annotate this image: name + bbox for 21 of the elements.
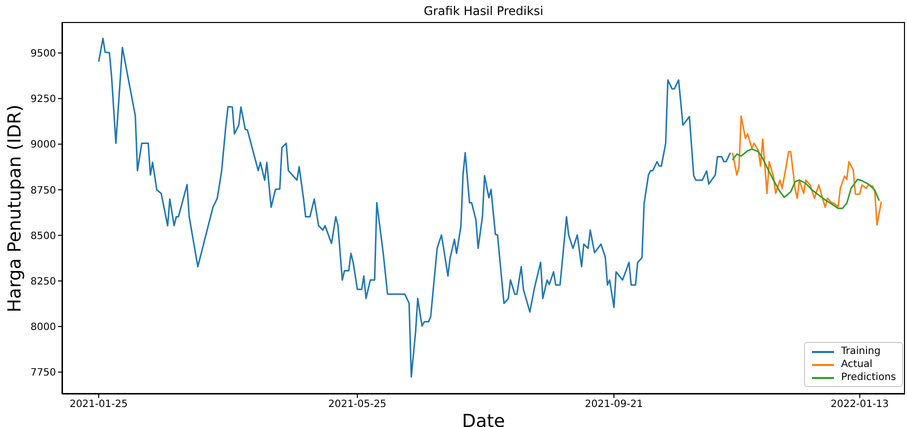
y-tick-label: 8250 bbox=[30, 276, 56, 288]
y-tick-label: 9000 bbox=[30, 140, 56, 151]
legend-label: Training bbox=[841, 345, 881, 358]
line-series bbox=[732, 148, 880, 210]
line-series bbox=[732, 115, 882, 226]
y-tick-label: 9500 bbox=[30, 48, 56, 60]
y-tick-label: 8000 bbox=[30, 322, 56, 334]
legend-label: Predictions bbox=[841, 371, 896, 384]
y-tick-label: 9250 bbox=[30, 94, 56, 106]
y-tick-label: 8500 bbox=[30, 230, 56, 242]
x-tick-label: 2021-01-25 bbox=[70, 399, 128, 410]
x-tick-label: 2021-09-21 bbox=[584, 399, 643, 410]
y-tick-label: 8750 bbox=[30, 185, 56, 196]
chart-title: Grafik Hasil Prediksi bbox=[422, 4, 544, 18]
x-tick-label: 2022-01-13 bbox=[830, 399, 889, 410]
y-axis-title: Harga Penutupan (IDR) bbox=[4, 104, 26, 312]
y-tick-label: 7750 bbox=[30, 368, 56, 379]
line-series bbox=[98, 38, 732, 378]
x-axis-title: Date bbox=[462, 411, 506, 427]
x-tick-label: 2021-05-25 bbox=[328, 399, 386, 410]
legend-label: Actual bbox=[841, 358, 872, 371]
